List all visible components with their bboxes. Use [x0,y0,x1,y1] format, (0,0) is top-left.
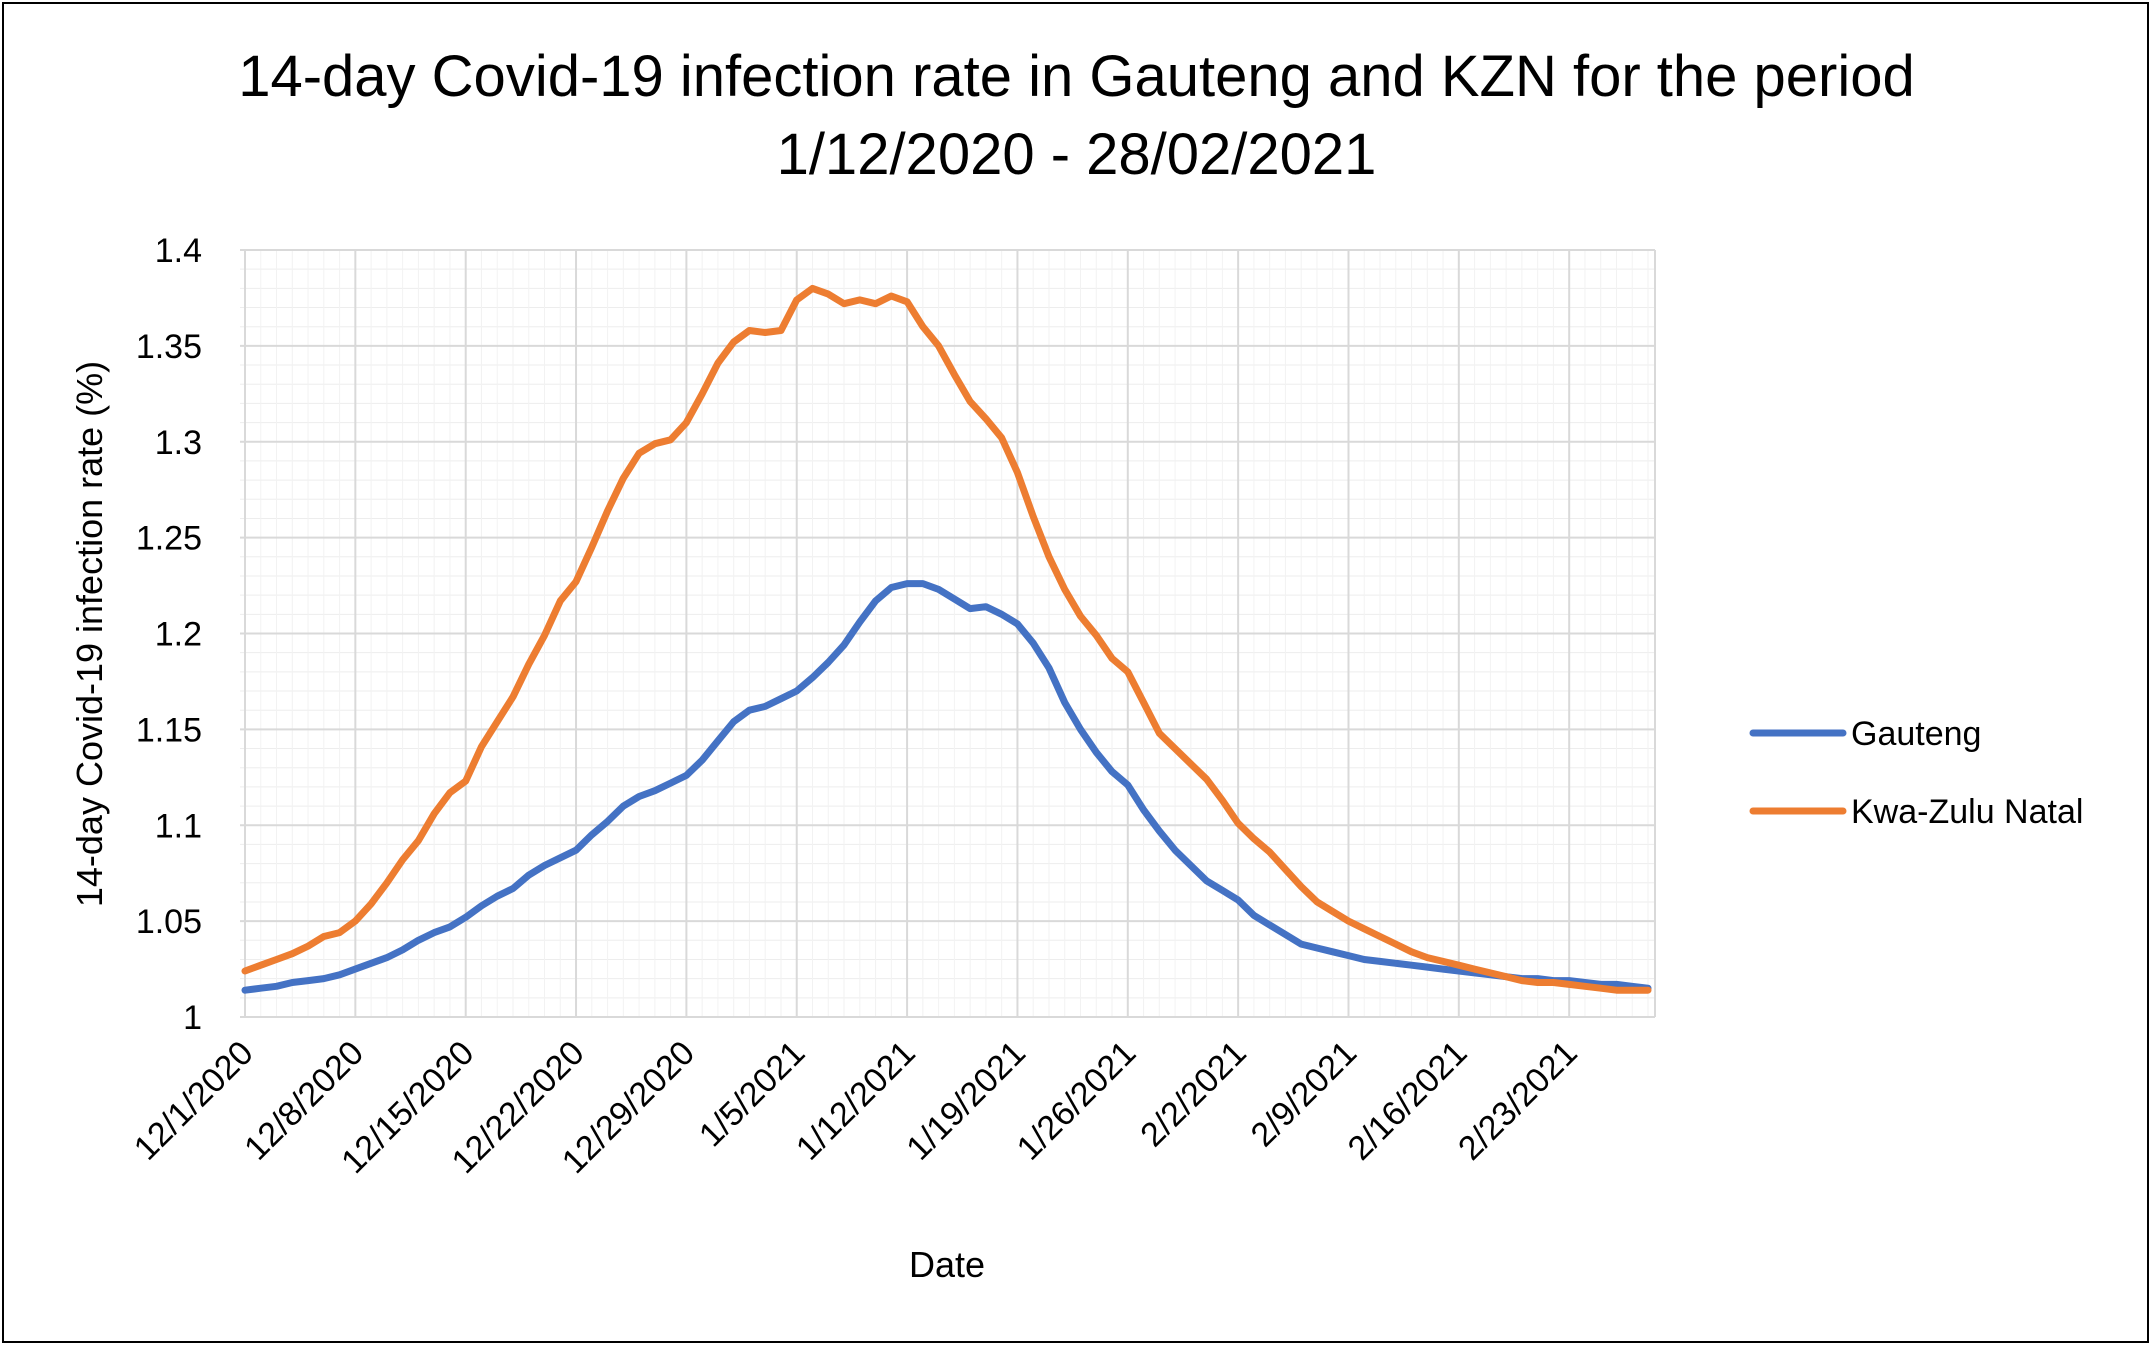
series-line-kzn [241,284,1652,994]
x-tick-label: 1/19/2021 [899,1034,1033,1168]
x-tick-label: 1/26/2021 [1010,1034,1144,1168]
major-grid [240,249,1656,1018]
x-tick-label: 2/23/2021 [1451,1034,1585,1168]
chart-title-line-2: 1/12/2020 - 28/02/2021 [776,122,1377,187]
y-tick-label: 1.2 [155,616,202,654]
x-tick-label: 1/12/2021 [789,1034,923,1168]
chart-title: 14-day Covid-19 infection rate in Gauten… [0,38,2153,194]
y-tick-label: 1.3 [155,424,202,462]
series-lines [241,284,1652,994]
x-tick-label: 2/16/2021 [1341,1034,1475,1168]
y-tick-label: 1.15 [136,711,202,749]
y-axis-ticks: 1 1.05 1.1 1.15 1.2 1.25 1.3 1.35 1.4 [136,232,202,1037]
series-line-gauteng [241,580,1652,994]
y-tick-label: 1.25 [136,520,202,558]
y-tick-label: 1.05 [136,903,202,941]
legend-label: Gauteng [1851,715,1981,753]
legend-label: Kwa-Zulu Natal [1851,793,2083,831]
y-tick-label: 1 [183,999,202,1037]
y-tick-label: 1.35 [136,328,202,366]
y-tick-label: 1.1 [155,807,202,845]
legend: Gauteng Kwa-Zulu Natal [1749,715,2083,831]
x-tick-label: 2/2/2021 [1133,1034,1253,1154]
x-axis-ticks: 12/1/202012/8/202012/15/202012/22/202012… [127,1034,1585,1181]
chart-title-line-1: 14-day Covid-19 infection rate in Gauten… [238,44,1915,109]
x-axis-label: Date [909,1244,985,1285]
y-axis-label: 14-day Covid-19 infection rate (%) [69,361,110,907]
x-tick-label: 12/1/2020 [127,1034,261,1168]
y-tick-label: 1.4 [155,232,202,270]
